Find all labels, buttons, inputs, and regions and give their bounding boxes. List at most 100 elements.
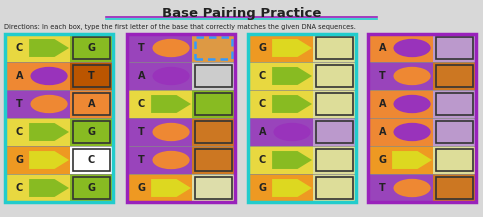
Bar (192, 118, 235, 146)
Bar (70, 34, 113, 62)
Bar (70, 118, 113, 146)
Bar (368, 62, 433, 90)
Text: A: A (379, 43, 386, 53)
Polygon shape (272, 179, 312, 197)
Bar (313, 146, 356, 174)
Polygon shape (272, 95, 312, 113)
Bar (5, 62, 70, 90)
Ellipse shape (30, 67, 68, 85)
Text: C: C (258, 155, 266, 165)
Bar (127, 118, 192, 146)
Bar (192, 62, 235, 90)
Bar (192, 90, 235, 118)
Bar (127, 34, 192, 62)
Text: C: C (88, 155, 95, 165)
Bar (248, 34, 313, 62)
Bar (313, 174, 356, 202)
Text: C: C (15, 43, 23, 53)
Polygon shape (29, 39, 69, 57)
Text: G: G (15, 155, 23, 165)
Bar (313, 62, 356, 90)
Bar (368, 118, 433, 146)
Text: A: A (15, 71, 23, 81)
Text: Directions: In each box, type the first letter of the base that correctly matche: Directions: In each box, type the first … (4, 24, 356, 30)
Ellipse shape (394, 95, 431, 113)
Text: A: A (138, 71, 145, 81)
Ellipse shape (394, 179, 431, 197)
Polygon shape (272, 67, 312, 85)
Text: T: T (88, 71, 95, 81)
Ellipse shape (153, 67, 190, 85)
Bar (248, 62, 313, 90)
Bar (127, 34, 235, 202)
Text: Base Pairing Practice: Base Pairing Practice (162, 7, 321, 20)
Ellipse shape (394, 67, 431, 85)
Polygon shape (29, 151, 69, 169)
Bar (433, 34, 476, 62)
Bar (433, 146, 476, 174)
Ellipse shape (273, 123, 311, 141)
Bar (368, 146, 433, 174)
Polygon shape (151, 95, 191, 113)
Bar (433, 90, 476, 118)
Bar (127, 174, 192, 202)
Text: G: G (258, 43, 266, 53)
Text: T: T (138, 43, 144, 53)
Polygon shape (29, 123, 69, 141)
Bar (248, 118, 313, 146)
Bar (127, 146, 192, 174)
Text: C: C (258, 99, 266, 109)
Bar (5, 34, 113, 202)
Polygon shape (392, 151, 432, 169)
Text: C: C (15, 183, 23, 193)
Bar (5, 118, 70, 146)
Bar (313, 118, 356, 146)
Bar (192, 34, 235, 62)
Bar (5, 90, 70, 118)
Bar (5, 146, 70, 174)
Bar (70, 174, 113, 202)
Text: T: T (379, 71, 385, 81)
Polygon shape (272, 151, 312, 169)
Bar (127, 90, 192, 118)
Bar (5, 34, 70, 62)
Text: T: T (379, 183, 385, 193)
Ellipse shape (394, 123, 431, 141)
Bar (368, 34, 476, 202)
Bar (313, 90, 356, 118)
Text: G: G (137, 183, 145, 193)
Text: G: G (87, 183, 96, 193)
Ellipse shape (394, 39, 431, 57)
Bar (368, 90, 433, 118)
Text: C: C (138, 99, 145, 109)
Text: G: G (258, 183, 266, 193)
Polygon shape (151, 179, 191, 197)
Text: A: A (258, 127, 266, 137)
Text: A: A (379, 99, 386, 109)
Polygon shape (272, 39, 312, 57)
Bar (313, 34, 356, 62)
Bar (433, 174, 476, 202)
Bar (192, 146, 235, 174)
Text: A: A (87, 99, 95, 109)
Bar (5, 174, 70, 202)
Bar (368, 174, 433, 202)
Bar (192, 174, 235, 202)
Bar (433, 62, 476, 90)
Bar (127, 62, 192, 90)
Bar (368, 34, 433, 62)
Text: G: G (378, 155, 386, 165)
Text: T: T (16, 99, 23, 109)
Bar (248, 90, 313, 118)
Ellipse shape (153, 39, 190, 57)
Bar (248, 146, 313, 174)
Bar (70, 62, 113, 90)
Ellipse shape (153, 123, 190, 141)
Text: C: C (258, 71, 266, 81)
Ellipse shape (153, 151, 190, 169)
Text: T: T (138, 155, 144, 165)
Text: G: G (87, 43, 96, 53)
Text: C: C (15, 127, 23, 137)
Bar (70, 146, 113, 174)
Text: T: T (138, 127, 144, 137)
